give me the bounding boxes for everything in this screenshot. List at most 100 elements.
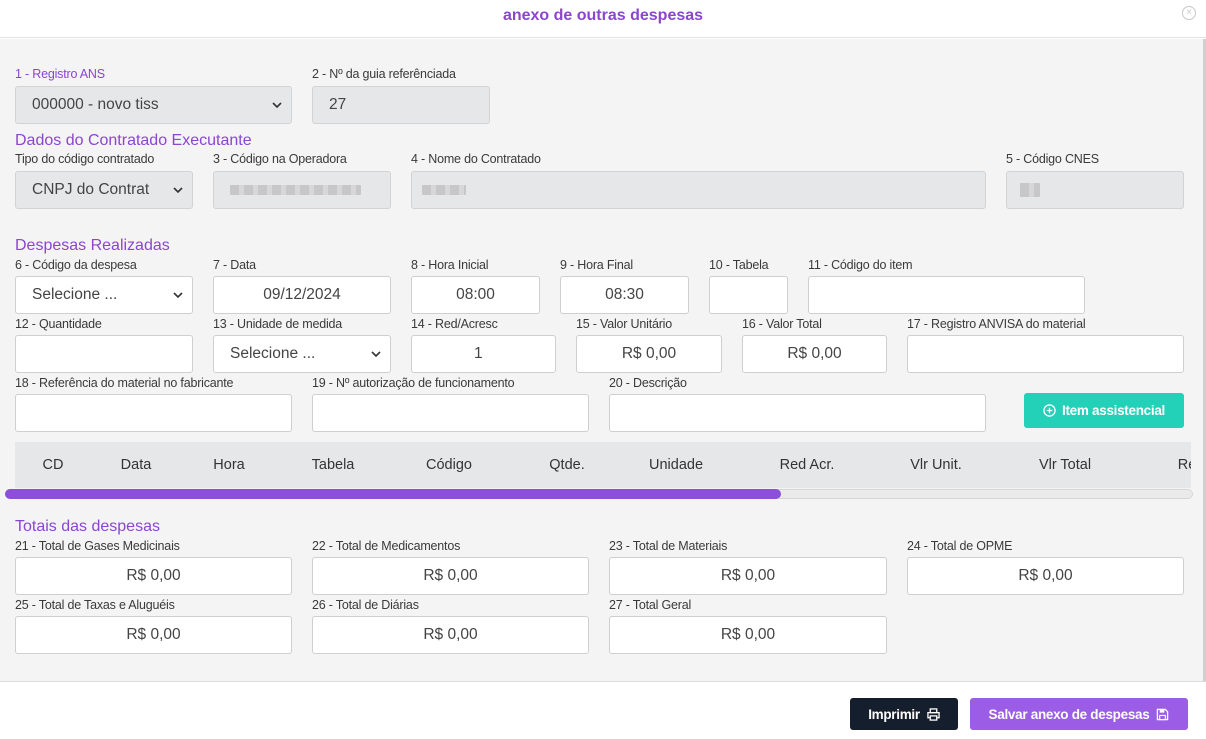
- redacted-text: [230, 185, 361, 195]
- hora-final-label: 9 - Hora Final: [560, 258, 633, 272]
- data-value: 09/12/2024: [263, 286, 341, 303]
- total-geral-value: R$ 0,00: [720, 626, 776, 643]
- hora-final-value: 08:30: [605, 286, 644, 303]
- quantidade-input[interactable]: [15, 335, 193, 373]
- total-diarias-label: 26 - Total de Diárias: [312, 598, 419, 612]
- printer-icon: [927, 707, 940, 721]
- unidade-select[interactable]: Selecione ...: [213, 335, 391, 373]
- hora-inicial-label: 8 - Hora Inicial: [411, 258, 489, 272]
- save-label: Salvar anexo de despesas: [988, 706, 1150, 722]
- guia-value: 27: [329, 96, 347, 113]
- total-opme-value: R$ 0,00: [1018, 567, 1073, 584]
- descricao-input[interactable]: [609, 394, 986, 432]
- column-header: Código: [426, 457, 472, 473]
- plus-circle-icon: [1043, 404, 1056, 417]
- registro-ans-select[interactable]: 000000 - novo tiss: [15, 86, 292, 124]
- codigo-cnes-label: 5 - Código CNES: [1006, 152, 1099, 166]
- hora-inicial-input[interactable]: 08:00: [411, 276, 540, 314]
- descricao-label: 20 - Descrição: [609, 376, 687, 390]
- add-item-assistencial-button[interactable]: Item assistencial: [1024, 393, 1184, 428]
- codigo-despesa-label: 6 - Código da despesa: [15, 258, 137, 272]
- total-taxas-value: R$ 0,00: [126, 626, 181, 643]
- redacted-text: [1020, 183, 1040, 197]
- total-medicamentos-input[interactable]: R$ 0,00: [312, 557, 589, 595]
- tabela-label: 10 - Tabela: [709, 258, 769, 272]
- valor-total-input[interactable]: R$ 0,00: [742, 335, 887, 373]
- column-header: Tabela: [311, 457, 355, 473]
- codigo-despesa-select[interactable]: Selecione ...: [15, 276, 193, 314]
- total-materiais-input[interactable]: R$ 0,00: [609, 557, 887, 595]
- valor-unitario-input[interactable]: R$ 0,00: [576, 335, 722, 373]
- total-medicamentos-value: R$ 0,00: [423, 567, 478, 584]
- data-input[interactable]: 09/12/2024: [213, 276, 391, 314]
- horizontal-scrollbar-thumb[interactable]: [5, 489, 781, 499]
- add-item-label: Item assistencial: [1062, 403, 1165, 418]
- hora-final-input[interactable]: 08:30: [560, 276, 689, 314]
- codigo-operadora-input[interactable]: [213, 171, 391, 209]
- tipo-codigo-label: Tipo do código contratado: [15, 152, 155, 166]
- registro-ans-value: 000000 - novo tiss: [32, 96, 159, 113]
- tipo-codigo-select[interactable]: CNPJ do Contrat: [15, 171, 193, 209]
- codigo-item-input[interactable]: [808, 276, 1085, 314]
- total-taxas-input[interactable]: R$ 0,00: [15, 616, 292, 654]
- codigo-despesa-value: Selecione ...: [32, 286, 118, 303]
- registro-ans-label: 1 - Registro ANS: [15, 67, 105, 81]
- total-diarias-input[interactable]: R$ 0,00: [312, 616, 589, 654]
- tabela-input[interactable]: [709, 276, 788, 314]
- unidade-value: Selecione ...: [230, 345, 316, 362]
- contratado-section-title: Dados do Contratado Executante: [15, 132, 252, 149]
- total-materiais-label: 23 - Total de Materiais: [609, 539, 728, 553]
- table-header: CD Data Hora Tabela Código Qtde. Unidade Red Ac…: [15, 442, 1191, 488]
- redacted-text: [422, 185, 466, 195]
- modal-header: anexo de outras despesas ×: [0, 0, 1206, 38]
- quantidade-label: 12 - Quantidade: [15, 317, 102, 331]
- valor-unitario-label: 15 - Valor Unitário: [576, 317, 673, 331]
- print-label: Imprimir: [868, 706, 920, 722]
- total-geral-input[interactable]: R$ 0,00: [609, 616, 887, 654]
- modal-title: anexo de outras despesas: [502, 7, 704, 24]
- total-gases-input[interactable]: R$ 0,00: [15, 557, 292, 595]
- total-geral-label: 27 - Total Geral: [609, 598, 692, 612]
- column-header: Vlr Total: [1038, 457, 1092, 473]
- save-button[interactable]: Salvar anexo de despesas: [970, 698, 1188, 730]
- referencia-input[interactable]: [15, 394, 292, 432]
- totais-section-title: Totais das despesas: [15, 518, 160, 535]
- close-icon[interactable]: ×: [1182, 6, 1196, 20]
- total-diarias-value: R$ 0,00: [423, 626, 478, 643]
- chevron-down-icon: [172, 289, 184, 301]
- chevron-down-icon: [172, 184, 184, 196]
- print-button[interactable]: Imprimir: [850, 698, 958, 730]
- tipo-codigo-value: CNPJ do Contrat: [32, 181, 150, 198]
- autorizacao-input[interactable]: [312, 394, 589, 432]
- codigo-operadora-label: 3 - Código na Operadora: [213, 152, 347, 166]
- total-opme-label: 24 - Total de OPME: [907, 539, 1013, 553]
- total-materiais-value: R$ 0,00: [720, 567, 776, 584]
- registro-anvisa-label: 17 - Registro ANVISA do material: [907, 317, 1086, 331]
- codigo-item-label: 11 - Código do item: [808, 258, 913, 272]
- unidade-label: 13 - Unidade de medida: [213, 317, 343, 331]
- autorizacao-label: 19 - Nº autorização de funcionamento: [312, 376, 515, 390]
- valor-unitario-value: R$ 0,00: [621, 345, 677, 362]
- registro-anvisa-input[interactable]: [907, 335, 1184, 373]
- total-gases-value: R$ 0,00: [126, 567, 181, 584]
- total-medicamentos-label: 22 - Total de Medicamentos: [312, 539, 461, 553]
- column-header: CD: [42, 457, 64, 473]
- red-acresc-value: 1: [474, 345, 483, 362]
- floppy-disk-icon: [1156, 708, 1169, 721]
- column-header: Hora: [213, 457, 245, 473]
- data-label: 7 - Data: [213, 258, 256, 272]
- codigo-cnes-input[interactable]: [1006, 171, 1184, 209]
- vertical-scrollbar[interactable]: [1203, 39, 1206, 681]
- guia-label: 2 - Nº da guia referênciada: [312, 67, 456, 81]
- valor-total-value: R$ 0,00: [787, 345, 842, 362]
- nome-contratado-input[interactable]: [411, 171, 986, 209]
- red-acresc-label: 14 - Red/Acresc: [411, 317, 498, 331]
- referencia-label: 18 - Referência do material no fabricant…: [15, 376, 234, 390]
- despesas-section-title: Despesas Realizadas: [15, 237, 170, 254]
- total-opme-input[interactable]: R$ 0,00: [907, 557, 1184, 595]
- nome-contratado-label: 4 - Nome do Contratado: [411, 152, 541, 166]
- column-header: Unidade: [648, 457, 704, 473]
- guia-input[interactable]: 27: [312, 86, 490, 124]
- red-acresc-input[interactable]: 1: [411, 335, 556, 373]
- column-header: Qtde.: [549, 457, 585, 473]
